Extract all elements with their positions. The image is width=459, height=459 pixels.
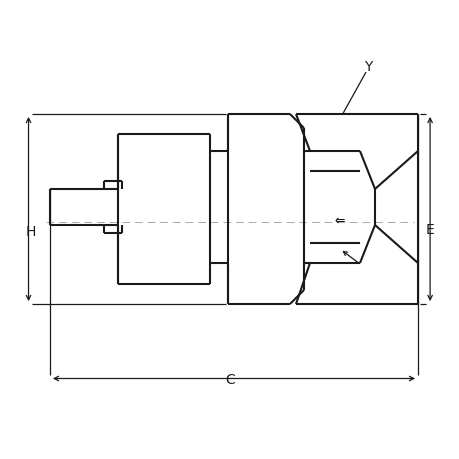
Text: H: H (26, 225, 36, 239)
Text: C: C (224, 372, 235, 386)
Text: E: E (425, 223, 434, 236)
Text: Y: Y (363, 60, 371, 73)
Text: ⇐: ⇐ (334, 214, 345, 227)
